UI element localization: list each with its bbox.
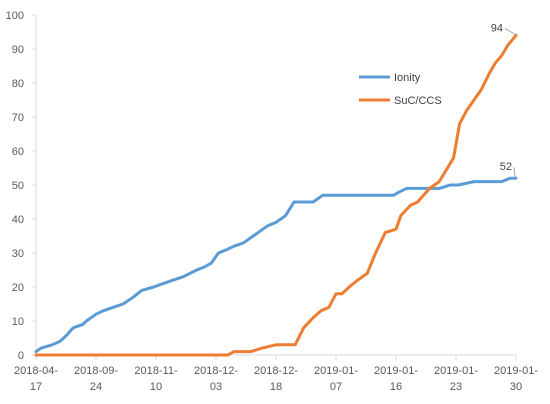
y-axis-ticks: 0 10 20 30 40 50 60 70 80 90 100 xyxy=(6,10,36,362)
series-line-ionity xyxy=(34,176,518,354)
y-tick-label: 90 xyxy=(12,44,24,56)
y-tick-label: 20 xyxy=(12,282,24,294)
x-tick-label-line2: 10 xyxy=(150,381,162,393)
end-labels: 52 94 xyxy=(491,22,516,178)
legend-box xyxy=(355,61,443,115)
x-tick-label: 2018-04- xyxy=(14,365,58,377)
y-tick-label: 0 xyxy=(18,350,24,362)
x-tick-label: 2018-12- xyxy=(194,365,238,377)
y-tick-label: 50 xyxy=(12,180,24,192)
x-tick-label-line2: 16 xyxy=(390,381,402,393)
data-label-leader xyxy=(504,27,516,35)
series-lines xyxy=(34,33,518,357)
x-tick-label-line2: 03 xyxy=(210,381,222,393)
x-tick-label: 2019-01- xyxy=(434,365,478,377)
legend-label-ionity: Ionity xyxy=(394,72,421,84)
x-tick-label: 2018-11- xyxy=(134,365,178,377)
x-tick-label-line2: 17 xyxy=(30,381,42,393)
x-tick-label-line2: 30 xyxy=(510,381,522,393)
y-tick-label: 10 xyxy=(12,316,24,328)
chart-area: 0 10 20 30 40 50 60 70 80 90 100 2018-04- 17 2018-09… xyxy=(6,10,539,393)
data-label-ionity: 52 xyxy=(500,161,512,173)
x-tick-label-line2: 23 xyxy=(450,381,462,393)
legend-label-suc-ccs: SuC/CCS xyxy=(394,95,442,107)
x-tick-label: 2019-01- xyxy=(374,365,418,377)
x-tick-label: 2019-01- xyxy=(494,365,538,377)
x-tick-label-line2: 07 xyxy=(330,381,342,393)
y-tick-label: 30 xyxy=(12,248,24,260)
legend: Ionity SuC/CCS xyxy=(355,61,443,115)
y-tick-label: 70 xyxy=(12,112,24,124)
y-tick-label: 80 xyxy=(12,78,24,90)
x-tick-label-line2: 18 xyxy=(270,381,282,393)
x-tick-label: 2018-09- xyxy=(74,365,118,377)
x-tick-label-line2: 24 xyxy=(90,381,102,393)
y-tick-label: 60 xyxy=(12,146,24,158)
y-tick-label: 100 xyxy=(6,10,24,22)
x-axis-ticks: 2018-04- 17 2018-09- 24 2018-11- 10 2018-12- 03… xyxy=(14,355,538,393)
series-line-suc-ccs xyxy=(34,33,518,357)
data-label-leader xyxy=(513,167,516,178)
y-tick-label: 40 xyxy=(12,214,24,226)
x-tick-label: 2018-12- xyxy=(254,365,298,377)
data-label-suc-ccs: 94 xyxy=(491,22,503,34)
x-tick-label: 2019-01- xyxy=(314,365,358,377)
